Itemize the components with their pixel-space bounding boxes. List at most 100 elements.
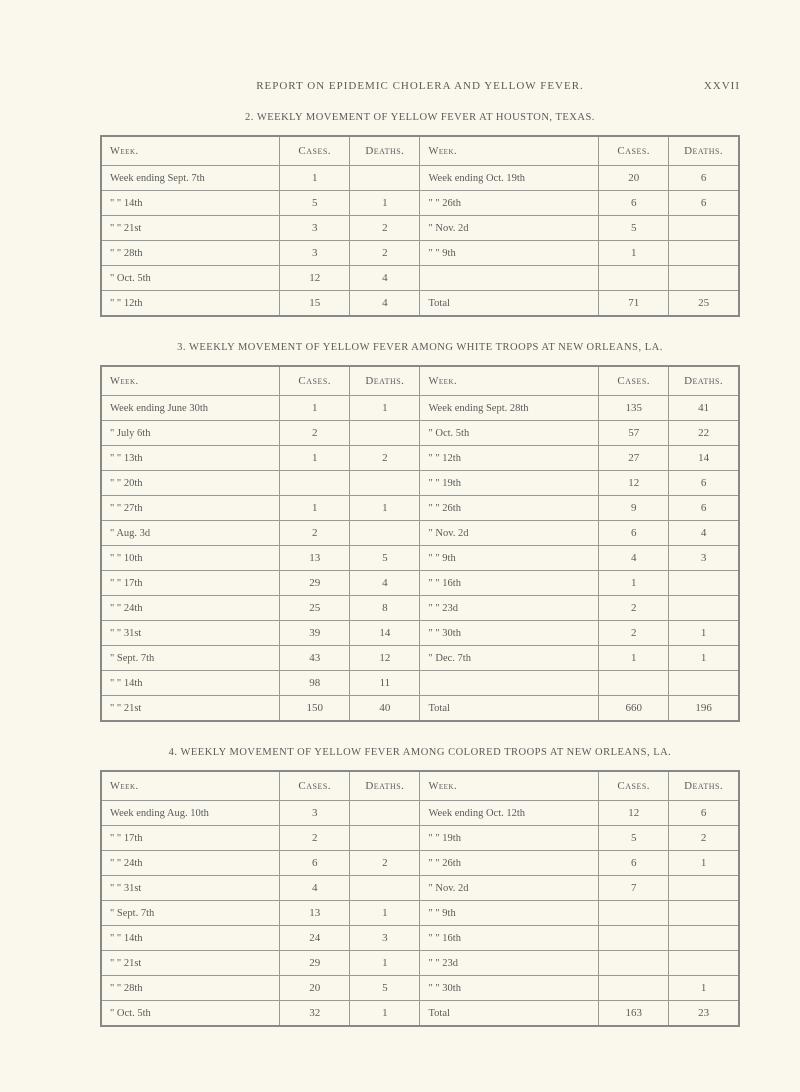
week-cell: " " 9th — [420, 901, 599, 926]
cases-cell: 29 — [280, 571, 350, 596]
week-cell: " Nov. 2d — [420, 876, 599, 901]
col-week-r: Week. — [420, 366, 599, 396]
week-cell: " " 9th — [420, 241, 599, 266]
deaths-cell — [350, 421, 420, 446]
table3: Week. Cases. Deaths. Week. Cases. Deaths… — [100, 365, 740, 722]
table3-header-row: Week. Cases. Deaths. Week. Cases. Deaths… — [101, 366, 739, 396]
cases-cell: 5 — [599, 826, 669, 851]
week-cell: " " 31st — [101, 876, 280, 901]
col-cases-r: Cases. — [599, 771, 669, 801]
deaths-cell — [350, 166, 420, 191]
week-cell: Total — [420, 291, 599, 317]
cases-cell — [599, 266, 669, 291]
table4-title: 4. WEEKLY MOVEMENT OF YELLOW FEVER AMONG… — [100, 747, 740, 758]
table-row: " " 24th258" " 23d2 — [101, 596, 739, 621]
table-row: " " 12th154Total7125 — [101, 291, 739, 317]
deaths-cell — [669, 876, 739, 901]
week-cell: " " 20th — [101, 471, 280, 496]
deaths-cell: 4 — [350, 291, 420, 317]
deaths-cell — [669, 901, 739, 926]
week-cell: " " 23d — [420, 596, 599, 621]
cases-cell: 1 — [280, 446, 350, 471]
table-row: " " 21st15040Total660196 — [101, 696, 739, 722]
week-cell: " " 26th — [420, 496, 599, 521]
deaths-cell — [350, 826, 420, 851]
week-cell: Total — [420, 1001, 599, 1027]
week-cell: " " 26th — [420, 851, 599, 876]
table-row: " " 31st3914" " 30th21 — [101, 621, 739, 646]
week-cell: " Sept. 7th — [101, 646, 280, 671]
col-week: Week. — [101, 771, 280, 801]
deaths-cell — [669, 596, 739, 621]
table-row: " July 6th2" Oct. 5th5722 — [101, 421, 739, 446]
week-cell: " " 30th — [420, 976, 599, 1001]
page-header-row: REPORT ON EPIDEMIC CHOLERA AND YELLOW FE… — [100, 80, 740, 92]
week-cell: " Aug. 3d — [101, 521, 280, 546]
deaths-cell: 196 — [669, 696, 739, 722]
col-deaths-r: Deaths. — [669, 366, 739, 396]
cases-cell: 13 — [280, 546, 350, 571]
deaths-cell: 25 — [669, 291, 739, 317]
week-cell: " Oct. 5th — [420, 421, 599, 446]
cases-cell: 1 — [599, 646, 669, 671]
cases-cell: 12 — [599, 801, 669, 826]
week-cell: " Nov. 2d — [420, 216, 599, 241]
cases-cell: 12 — [280, 266, 350, 291]
col-cases: Cases. — [280, 136, 350, 166]
cases-cell: 6 — [599, 191, 669, 216]
table-row: " " 27th11" " 26th96 — [101, 496, 739, 521]
cases-cell: 2 — [280, 521, 350, 546]
deaths-cell: 23 — [669, 1001, 739, 1027]
week-cell: " " 21st — [101, 216, 280, 241]
deaths-cell: 1 — [669, 621, 739, 646]
page-header: REPORT ON EPIDEMIC CHOLERA AND YELLOW FE… — [256, 80, 584, 92]
deaths-cell: 8 — [350, 596, 420, 621]
cases-cell: 1 — [280, 496, 350, 521]
cases-cell — [599, 951, 669, 976]
table-row: " Oct. 5th321Total16323 — [101, 1001, 739, 1027]
cases-cell: 163 — [599, 1001, 669, 1027]
cases-cell: 3 — [280, 241, 350, 266]
cases-cell — [599, 926, 669, 951]
deaths-cell: 3 — [350, 926, 420, 951]
cases-cell: 2 — [280, 826, 350, 851]
cases-cell — [599, 671, 669, 696]
deaths-cell: 1 — [350, 396, 420, 421]
cases-cell: 3 — [280, 801, 350, 826]
deaths-cell: 2 — [350, 446, 420, 471]
col-deaths: Deaths. — [350, 771, 420, 801]
week-cell: " Oct. 5th — [101, 1001, 280, 1027]
week-cell: " " 17th — [101, 826, 280, 851]
table-row: " " 13th12" " 12th2714 — [101, 446, 739, 471]
table-row: Week ending Sept. 7th1Week ending Oct. 1… — [101, 166, 739, 191]
cases-cell: 4 — [280, 876, 350, 901]
deaths-cell: 2 — [350, 216, 420, 241]
week-cell: Week ending June 30th — [101, 396, 280, 421]
week-cell: " " 10th — [101, 546, 280, 571]
week-cell: " " 9th — [420, 546, 599, 571]
table-row: " Sept. 7th4312" Dec. 7th11 — [101, 646, 739, 671]
table-row: " " 24th62" " 26th61 — [101, 851, 739, 876]
week-cell: " " 19th — [420, 826, 599, 851]
week-cell: Total — [420, 696, 599, 722]
deaths-cell: 1 — [350, 191, 420, 216]
cases-cell: 15 — [280, 291, 350, 317]
week-cell: " " 14th — [101, 926, 280, 951]
week-cell: " " 16th — [420, 926, 599, 951]
deaths-cell — [669, 241, 739, 266]
week-cell: Week ending Oct. 19th — [420, 166, 599, 191]
cases-cell: 4 — [599, 546, 669, 571]
cases-cell: 150 — [280, 696, 350, 722]
deaths-cell: 1 — [669, 976, 739, 1001]
cases-cell: 135 — [599, 396, 669, 421]
cases-cell: 57 — [599, 421, 669, 446]
week-cell: " " 21st — [101, 951, 280, 976]
cases-cell: 5 — [280, 191, 350, 216]
cases-cell: 25 — [280, 596, 350, 621]
week-cell: " " 31st — [101, 621, 280, 646]
deaths-cell: 14 — [350, 621, 420, 646]
cases-cell: 9 — [599, 496, 669, 521]
deaths-cell: 2 — [350, 851, 420, 876]
deaths-cell — [350, 521, 420, 546]
cases-cell: 39 — [280, 621, 350, 646]
